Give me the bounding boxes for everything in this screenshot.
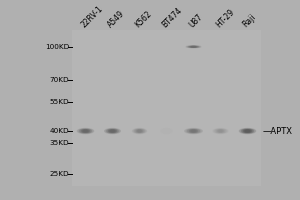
Ellipse shape [185, 129, 202, 134]
Text: BT474: BT474 [160, 5, 184, 29]
Text: 40KD: 40KD [50, 128, 69, 134]
Ellipse shape [166, 131, 167, 132]
Ellipse shape [133, 129, 146, 134]
Ellipse shape [245, 130, 250, 132]
Ellipse shape [136, 130, 143, 132]
Ellipse shape [186, 46, 201, 48]
Ellipse shape [83, 130, 88, 132]
Ellipse shape [218, 130, 223, 132]
Ellipse shape [239, 129, 256, 134]
Ellipse shape [162, 129, 171, 133]
Text: K562: K562 [133, 9, 153, 29]
Ellipse shape [188, 46, 199, 47]
Ellipse shape [192, 131, 195, 132]
Text: 22RV-1: 22RV-1 [79, 4, 104, 29]
Ellipse shape [106, 129, 119, 133]
Text: U87: U87 [187, 12, 204, 29]
Text: 70KD: 70KD [50, 77, 69, 83]
Ellipse shape [187, 129, 200, 133]
Ellipse shape [189, 130, 198, 132]
Text: 55KD: 55KD [50, 99, 69, 105]
Text: 100KD: 100KD [45, 44, 69, 50]
Ellipse shape [215, 129, 226, 133]
Text: 35KD: 35KD [50, 140, 69, 146]
Text: Raji: Raji [241, 12, 258, 29]
Ellipse shape [217, 130, 224, 132]
Ellipse shape [246, 131, 249, 132]
Text: 25KD: 25KD [50, 171, 69, 177]
Ellipse shape [110, 130, 115, 132]
Ellipse shape [134, 129, 145, 133]
Text: HT-29: HT-29 [214, 7, 236, 29]
Ellipse shape [191, 46, 196, 47]
Text: —APTX: —APTX [262, 127, 292, 136]
Ellipse shape [190, 46, 197, 47]
Ellipse shape [109, 130, 116, 132]
Ellipse shape [213, 129, 228, 134]
Ellipse shape [137, 130, 142, 132]
Ellipse shape [242, 129, 254, 133]
Ellipse shape [77, 129, 94, 134]
Ellipse shape [138, 131, 141, 132]
Ellipse shape [82, 130, 89, 132]
Ellipse shape [191, 130, 196, 132]
Ellipse shape [84, 131, 87, 132]
Ellipse shape [105, 129, 120, 134]
Ellipse shape [219, 131, 222, 132]
Text: A549: A549 [106, 9, 127, 29]
Ellipse shape [111, 131, 114, 132]
Ellipse shape [80, 129, 92, 133]
Ellipse shape [164, 130, 169, 132]
Ellipse shape [165, 130, 168, 132]
Ellipse shape [161, 129, 172, 134]
Ellipse shape [244, 130, 252, 132]
